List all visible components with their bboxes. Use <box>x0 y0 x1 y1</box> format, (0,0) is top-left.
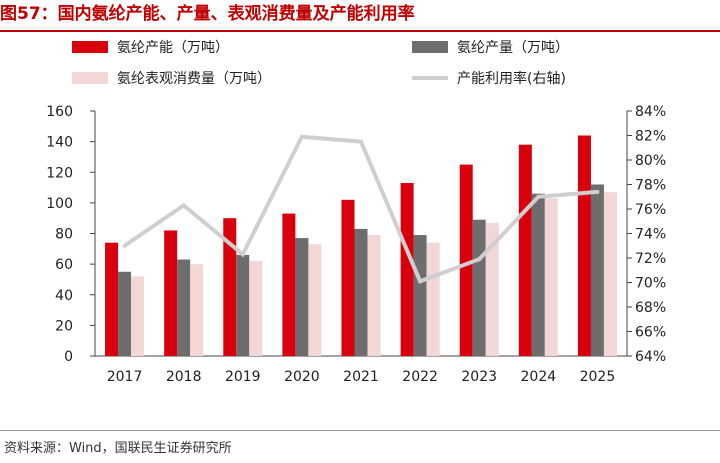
legend-capacity-label: 氨纶产能（万吨） <box>117 40 229 56</box>
bar-capacity <box>341 199 355 356</box>
title-rule <box>0 30 720 32</box>
bar-consumption <box>249 261 263 356</box>
bar-consumption <box>190 264 204 356</box>
source-note: 资料来源：Wind，国联民生证券研究所 <box>4 441 232 456</box>
bar-consumption <box>544 198 558 356</box>
y2-tick-label: 78% <box>635 178 666 194</box>
bar-output <box>590 184 604 356</box>
y-tick-label: 140 <box>46 135 73 151</box>
line-utilization-point <box>595 189 600 194</box>
x-tick-label: 2021 <box>343 369 379 385</box>
y-tick-label: 60 <box>55 257 73 273</box>
bar-consumption <box>308 244 322 356</box>
y2-tick-label: 72% <box>635 251 666 267</box>
line-utilization-point <box>299 134 304 139</box>
bar-capacity <box>400 182 414 356</box>
x-tick-label: 2018 <box>166 369 202 385</box>
line-utilization-point <box>477 257 482 262</box>
x-tick-label: 2023 <box>461 369 497 385</box>
bar-consumption <box>485 222 499 356</box>
y-tick-label: 20 <box>55 318 73 334</box>
legend-consumption-label: 氨纶表观消费量（万吨） <box>117 71 271 87</box>
bar-output <box>118 271 132 356</box>
bar-output <box>472 219 486 356</box>
line-utilization-point <box>536 194 541 199</box>
legend-utilization-label: 产能利用率(右轴) <box>457 70 566 87</box>
y-tick-label: 80 <box>55 227 73 243</box>
bar-capacity <box>459 164 473 356</box>
bar-capacity <box>282 213 296 356</box>
bar-output <box>413 235 427 356</box>
y2-tick-label: 80% <box>635 153 666 169</box>
bar-output <box>531 193 545 356</box>
y-tick-label: 120 <box>46 165 73 181</box>
x-tick-label: 2019 <box>225 369 261 385</box>
y-tick-label: 40 <box>55 288 73 304</box>
chart-title: 图57：国内氨纶产能、产量、表观消费量及产能利用率 <box>0 4 415 24</box>
bar-capacity <box>518 144 532 356</box>
y-tick-label: 100 <box>46 196 73 212</box>
y2-tick-label: 84% <box>635 104 666 120</box>
bar-capacity <box>223 218 237 356</box>
y2-tick-label: 82% <box>635 129 666 145</box>
y2-tick-label: 74% <box>635 227 666 243</box>
x-tick-label: 2024 <box>521 369 557 385</box>
line-utilization-point <box>359 139 363 144</box>
y2-tick-label: 76% <box>635 202 666 218</box>
line-utilization-point <box>181 203 186 208</box>
x-tick-label: 2022 <box>402 369 438 385</box>
line-utilization-point <box>240 252 245 257</box>
line-utilization-point <box>122 243 127 248</box>
bar-output <box>177 259 191 356</box>
bar-output <box>236 254 250 356</box>
source-rule <box>0 430 720 431</box>
bar-consumption <box>603 192 617 356</box>
line-utilization-point <box>418 279 423 284</box>
bar-consumption <box>131 276 145 356</box>
y-tick-label: 160 <box>46 104 73 120</box>
y-tick-label: 0 <box>64 349 73 365</box>
x-tick-label: 2020 <box>284 369 320 385</box>
chart: 0 20 40 60 80 100 120 140 160 64% 66% 68% 70% 72% 74% 7… <box>46 40 666 385</box>
bar-capacity <box>164 230 178 356</box>
bar-capacity <box>577 135 591 356</box>
legend-capacity-swatch <box>72 41 108 53</box>
y2-tick-label: 68% <box>635 300 666 316</box>
legend-consumption-swatch <box>72 72 108 84</box>
bar-consumption <box>367 235 381 356</box>
y2-tick-label: 66% <box>635 325 666 341</box>
x-tick-label: 2017 <box>107 369 143 385</box>
x-tick-label: 2025 <box>580 369 616 385</box>
y2-tick-label: 70% <box>635 276 666 292</box>
bar-output <box>295 238 309 356</box>
bar-output <box>354 228 368 356</box>
legend-output-swatch <box>412 41 448 53</box>
bar-capacity <box>105 242 119 356</box>
y2-tick-label: 64% <box>635 349 666 365</box>
bar-consumption <box>426 242 440 356</box>
legend-output-label: 氨纶产量（万吨） <box>457 40 569 56</box>
